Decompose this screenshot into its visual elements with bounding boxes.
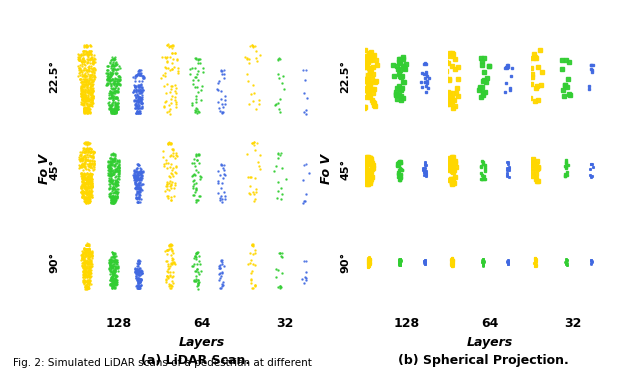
Text: 128: 128 bbox=[394, 317, 419, 330]
Text: 45°: 45° bbox=[340, 159, 351, 180]
Text: Fo V: Fo V bbox=[320, 154, 333, 184]
Text: Fig. 2: Simulated LiDAR scans of a pedestrian at different: Fig. 2: Simulated LiDAR scans of a pedes… bbox=[13, 358, 312, 368]
Text: Fo V: Fo V bbox=[38, 154, 51, 184]
Text: 22.5°: 22.5° bbox=[49, 60, 60, 93]
Text: 128: 128 bbox=[106, 317, 131, 330]
Text: 64: 64 bbox=[481, 317, 499, 330]
Text: 64: 64 bbox=[193, 317, 211, 330]
Text: 45°: 45° bbox=[49, 159, 60, 180]
Text: 90°: 90° bbox=[340, 252, 351, 273]
Text: (a) LiDAR Scan.: (a) LiDAR Scan. bbox=[141, 355, 250, 367]
Text: 22.5°: 22.5° bbox=[340, 60, 351, 93]
Text: 90°: 90° bbox=[49, 252, 60, 273]
Text: 32: 32 bbox=[564, 317, 582, 330]
Text: Layers: Layers bbox=[467, 336, 513, 349]
Text: (b) Spherical Projection.: (b) Spherical Projection. bbox=[398, 355, 568, 367]
Text: Layers: Layers bbox=[179, 336, 225, 349]
Text: 32: 32 bbox=[276, 317, 294, 330]
